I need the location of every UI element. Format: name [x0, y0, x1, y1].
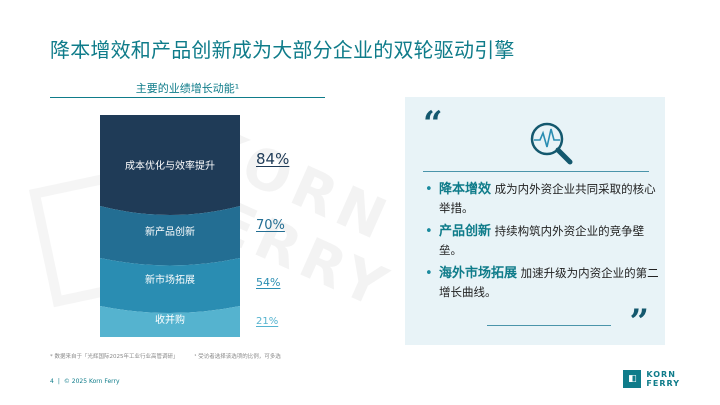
panel-divider-bottom: [487, 325, 611, 326]
brand-wordmark: KORN FERRY: [646, 370, 680, 388]
brand-line-1: KORN: [646, 370, 676, 379]
bullet-keyword: 降本增效: [439, 182, 492, 197]
copyright: © 2025 Korn Ferry: [63, 378, 120, 385]
brand-mark-icon: ◧: [623, 370, 642, 388]
chart-label-new-market: 新市场拓展: [145, 275, 195, 286]
list-item: • 海外市场拓展 加速升级为内资企业的第二增长曲线。: [425, 264, 661, 302]
bullet-text: 成为内外资企业共同采取的核心举措。: [439, 182, 656, 215]
chart-value-mna: 21%: [256, 316, 279, 327]
bullet-text: 加速升级为内资企业的第二增长曲线。: [439, 266, 659, 299]
magnifier-pulse-icon: [530, 122, 573, 165]
chart-segment-new-product: [100, 206, 240, 266]
footer-separator: |: [57, 378, 60, 385]
chart-segment-mna: [100, 306, 240, 337]
chart-value-new-product: 70%: [256, 218, 285, 233]
bullet-text: 持续构筑内外资企业的竞争壁垒。: [439, 224, 645, 257]
open-quote-icon: “: [423, 104, 443, 144]
bullet-keyword: 产品创新: [439, 224, 492, 239]
chart-label-mna: 收并购: [155, 315, 185, 326]
chart-label-new-product: 新产品创新: [145, 227, 195, 238]
brand-line-2: FERRY: [646, 379, 680, 388]
funnel-svg: [100, 115, 240, 337]
close-quote-icon: ”: [629, 302, 649, 342]
chart-segment-cost-optimization: [100, 115, 240, 215]
takeaways-list: • 降本增效 成为内外资企业共同采取的核心举措。 • 产品创新 持续构筑内外资企…: [425, 180, 661, 306]
slide-footer: 4 | © 2025 Korn Ferry: [50, 378, 120, 385]
slide-title: 降本增效和产品创新成为大部分企业的双轮驱动引擎: [50, 38, 515, 62]
page-number: 4: [50, 378, 54, 385]
bullet-icon: •: [425, 182, 433, 197]
footnote-multi-select: ¹ 受访者选择该选项的比例，可多选: [194, 354, 281, 360]
key-takeaways-panel: “ • 降本增效 成为内外资企业共同采取的核心举措。 • 产品创新 持续构筑内外…: [405, 97, 665, 345]
chart-value-cost-optimization: 84%: [256, 150, 290, 168]
list-item: • 降本增效 成为内外资企业共同采取的核心举措。: [425, 180, 661, 218]
chart-heading: 主要的业绩增长动能¹: [135, 82, 240, 95]
bullet-icon: •: [425, 224, 433, 239]
footnote: * 数据来自于「光辉国际2025年工业行业高管调研」 ¹ 受访者选择该选项的比例…: [50, 352, 295, 360]
bullet-icon: •: [425, 266, 433, 281]
chart-label-cost-optimization: 成本优化与效率提升: [125, 161, 215, 172]
bullet-keyword: 海外市场拓展: [439, 266, 518, 281]
growth-drivers-chart: 成本优化与效率提升 新产品创新 新市场拓展 收并购: [100, 115, 240, 337]
chart-segment-new-market: [100, 258, 240, 313]
list-item: • 产品创新 持续构筑内外资企业的竞争壁垒。: [425, 222, 661, 260]
chart-value-new-market: 54%: [256, 276, 281, 289]
footnote-source: * 数据来自于「光辉国际2025年工业行业高管调研」: [50, 354, 179, 360]
korn-ferry-logo: ◧ KORN FERRY: [623, 370, 680, 388]
chart-heading-divider: [50, 97, 325, 98]
panel-divider-top: [423, 171, 649, 172]
